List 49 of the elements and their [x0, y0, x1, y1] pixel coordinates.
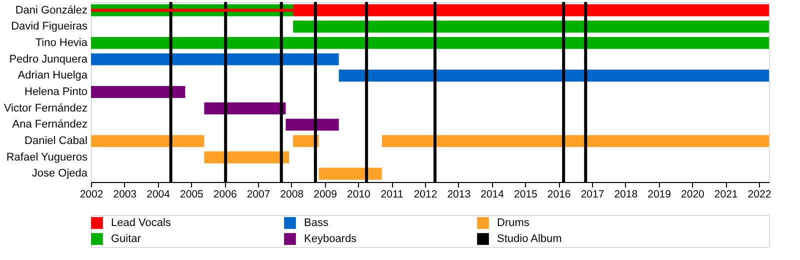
x-tick-label: 2019 [648, 188, 672, 200]
bar [204, 151, 290, 164]
x-tick-label: 2015 [514, 188, 538, 200]
x-tick-label: 2011 [380, 188, 404, 200]
x-tick-label: 2002 [80, 188, 104, 200]
x-tick-label: 2006 [213, 188, 237, 200]
x-tick-label: 2016 [547, 188, 571, 200]
x-tick-label: 2013 [447, 188, 471, 200]
x-tick-label: 2007 [246, 188, 270, 200]
y-tick-label: Adrian Huelga [18, 70, 88, 82]
legend-label: Drums [497, 217, 530, 229]
legend-label: Guitar [111, 233, 142, 245]
x-tick-label: 2008 [280, 188, 304, 200]
bar [286, 118, 339, 131]
legend-label: Lead Vocals [111, 217, 172, 229]
y-tick-label: Victor Fernández [4, 102, 88, 114]
bar [382, 135, 769, 148]
y-tick-label: Dani González [15, 4, 88, 16]
x-tick-label: 2005 [180, 188, 204, 200]
x-tick-label: 2022 [748, 188, 772, 200]
y-tick-label: Pedro Junquera [9, 53, 88, 66]
x-tick-label: 2014 [480, 188, 504, 200]
y-tick-label: Tino Hevia [35, 36, 88, 49]
y-tick-label: David Figueiras [11, 20, 88, 33]
y-tick-label: Ana Fernández [12, 118, 88, 131]
x-tick-label: 2003 [113, 188, 137, 200]
x-tick-label: 2020 [681, 188, 705, 200]
x-tick-label: 2004 [146, 188, 170, 200]
bar [91, 53, 339, 66]
x-tick-label: 2021 [714, 188, 738, 200]
y-tick-label: Rafael Yugueros [6, 151, 88, 164]
x-tick-label: 2018 [614, 188, 638, 200]
legend-label: Studio Album [497, 233, 562, 245]
bar [293, 20, 769, 33]
bar [91, 36, 769, 49]
y-tick-label: Daniel Cabal [24, 135, 88, 148]
bar [318, 168, 382, 180]
x-tick-label: 2017 [580, 188, 604, 200]
y-tick-label: Jose Ojeda [32, 168, 88, 180]
y-tick-label: Helena Pinto [24, 86, 88, 98]
x-tick-label: 2012 [414, 188, 438, 200]
x-tick-label: 2009 [314, 188, 338, 200]
legend-label: Keyboards [304, 233, 358, 245]
bar [338, 70, 769, 82]
bar [91, 135, 204, 148]
x-tick-label: 2010 [347, 188, 371, 200]
bar [91, 86, 186, 98]
legend-label: Bass [304, 217, 329, 229]
bar [204, 102, 286, 114]
